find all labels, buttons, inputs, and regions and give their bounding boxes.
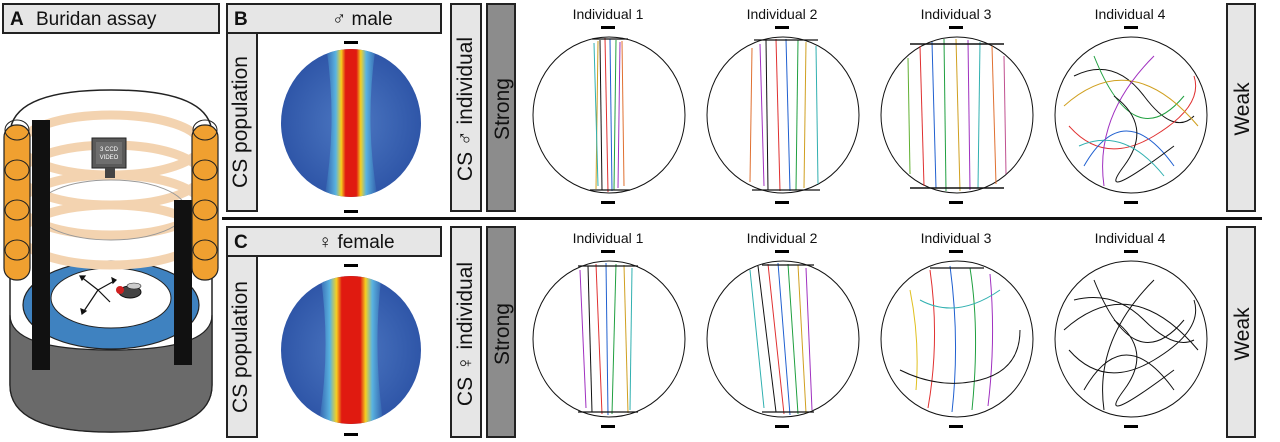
svg-text:3 CCD: 3 CCD [100,147,119,153]
panel-c-population-box: CS population [226,255,258,438]
trajectory-arena-c3 [880,260,1034,418]
stripe-marker-b-bottom [344,210,358,213]
svg-text:VIDEO: VIDEO [100,155,119,161]
panel-c-individual-label: CS ♀ individual [454,261,477,407]
row-divider [222,217,1262,220]
stripe-marker-b2-bottom [775,201,789,204]
stripe-marker-c4-top [1124,250,1138,253]
panel-a-letter: A [10,9,24,30]
panel-b-population-label: CS population [229,56,252,188]
panel-b-sex-label: ♂ male [332,9,393,30]
row-c-individual-3-label: Individual 3 [920,230,992,246]
row-b-individual-1-label: Individual 1 [572,6,644,22]
panel-b-header: B ♂ male [226,3,442,34]
trajectory-arena-b1 [532,36,686,194]
stripe-marker-c-bottom [344,433,358,436]
panel-c-population-label: CS population [229,281,252,413]
panel-b-individual-label: CS ♂ individual [454,36,477,182]
stripe-marker-c2-bottom [775,425,789,428]
row-b-individual-2-label: Individual 2 [746,6,818,22]
panel-c-individual-box: CS ♀ individual [450,226,482,438]
camera-icon [91,137,127,178]
stripe-marker-c-top [344,264,358,267]
stripe-marker-b3-top [949,26,963,29]
trajectory-arena-c4 [1054,260,1208,418]
panel-c-sex-label: ♀ female [318,232,395,253]
panel-a-header: A Buridan assay [2,3,220,34]
fly-icon [116,282,142,299]
heatmap-male [281,49,421,197]
panel-c-letter: C [234,232,248,253]
trajectory-arena-b4 [1054,36,1208,194]
stripe-marker-c1-bottom [601,425,615,428]
row-c-individual-2-label: Individual 2 [746,230,818,246]
stripe-marker-b1-top [601,26,615,29]
panel-b-weak-box: Weak [1226,3,1256,212]
panel-b-strong-box: Strong [486,3,516,212]
stripe-marker-c1-top [601,250,615,253]
stripe-marker-b2-top [775,26,789,29]
stripe-marker-b4-top [1124,26,1138,29]
stripe-marker-c4-bottom [1124,425,1138,428]
row-b-individual-4-label: Individual 4 [1094,6,1166,22]
stripe-marker-b1-bottom [601,201,615,204]
heatmap-female [281,276,421,424]
panel-c-header: C ♀ female [226,226,442,257]
panel-c-weak-label: Weak [1231,307,1254,361]
stripe-marker-c2-top [775,250,789,253]
panel-c-strong-box: Strong [486,226,516,438]
row-c-individual-4-label: Individual 4 [1094,230,1166,246]
stripe-marker-b4-bottom [1124,201,1138,204]
row-c-individual-1-label: Individual 1 [572,230,644,246]
trajectory-arena-b2 [706,36,860,194]
buridan-apparatus-diagram: 3 CCD VIDEO [3,89,219,433]
stripe-marker-c3-bottom [949,425,963,428]
stripe-marker-b3-bottom [949,201,963,204]
row-b-individual-3-label: Individual 3 [920,6,992,22]
trajectory-arena-c2 [706,260,860,418]
panel-b-strong-label: Strong [491,78,514,140]
stripe-marker-b-top [344,41,358,44]
panel-c-strong-label: Strong [491,303,514,365]
panel-b-weak-label: Weak [1231,82,1254,136]
stripe-marker-c3-top [949,250,963,253]
panel-b-letter: B [234,9,248,30]
panel-c-weak-box: Weak [1226,226,1256,438]
panel-a-title: Buridan assay [36,9,157,30]
trajectory-arena-c1 [532,260,686,418]
panel-b-individual-box: CS ♂ individual [450,3,482,212]
trajectory-arena-b3 [880,36,1034,194]
panel-b-population-box: CS population [226,32,258,212]
